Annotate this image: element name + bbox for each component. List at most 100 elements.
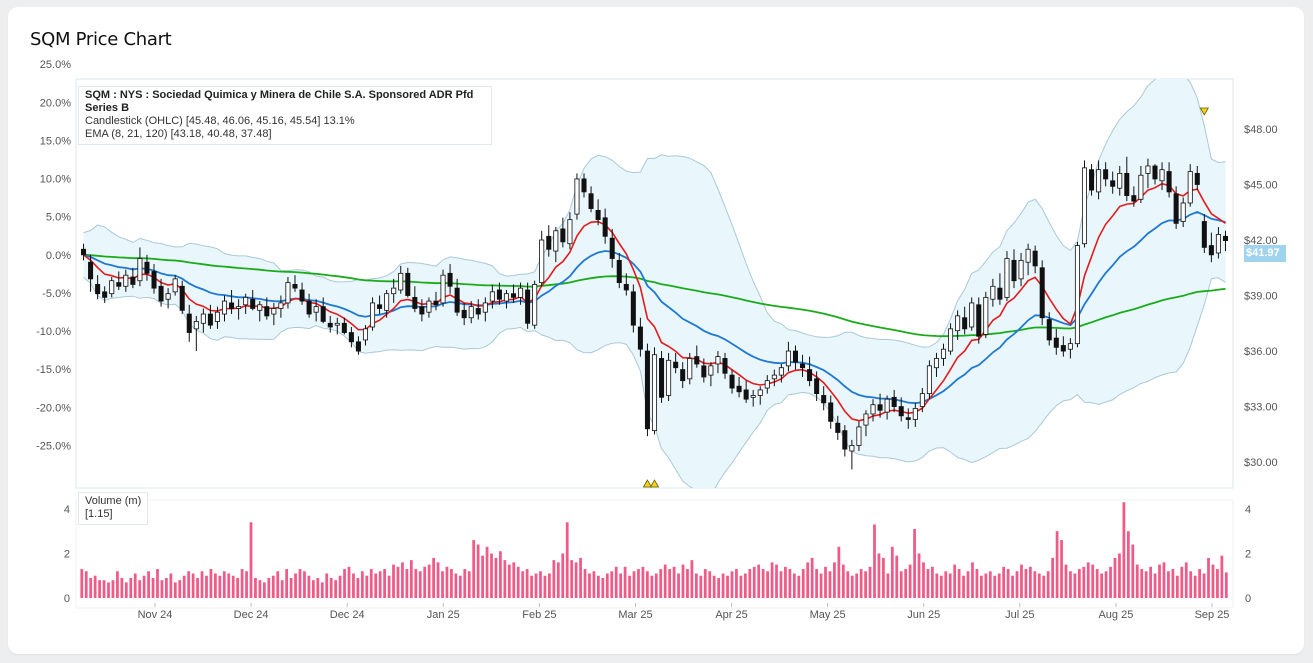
volume-bar xyxy=(913,528,916,598)
volume-bar xyxy=(614,566,618,598)
candle xyxy=(581,173,587,198)
volume-bar xyxy=(352,573,355,598)
volume-bars-layer xyxy=(80,502,1228,598)
candle-body xyxy=(95,284,101,295)
price-panel-frame xyxy=(75,78,1234,489)
candle xyxy=(193,315,199,352)
price-plot-layer xyxy=(81,79,1228,488)
volume-bar xyxy=(178,580,182,598)
volume-bar xyxy=(1011,575,1014,598)
candle xyxy=(81,243,87,261)
candle xyxy=(736,376,742,398)
x-tick-label: Sep 25 xyxy=(1195,609,1230,621)
volume-bar xyxy=(775,564,778,598)
candle xyxy=(264,297,270,320)
volume-bar xyxy=(151,577,155,598)
candle xyxy=(933,352,939,377)
x-tick-label: Apr 25 xyxy=(715,609,747,621)
x-tick-label: Aug 25 xyxy=(1098,609,1133,621)
x-tick-label: Jan 25 xyxy=(427,609,460,621)
volume-tick-label-right: 0 xyxy=(1245,593,1251,605)
candle-body xyxy=(926,365,932,395)
candle-body xyxy=(602,217,608,237)
candle xyxy=(172,275,178,296)
volume-bar xyxy=(904,569,908,598)
price-tick-label: $48.00 xyxy=(1244,124,1278,136)
candle-body xyxy=(694,356,700,365)
candle-body xyxy=(454,287,460,313)
volume-bar xyxy=(694,573,698,598)
candle xyxy=(983,291,989,339)
candle-body xyxy=(1124,172,1130,196)
candle xyxy=(891,389,897,413)
candle xyxy=(1187,164,1193,207)
candle xyxy=(778,364,784,383)
candle-body xyxy=(757,389,763,396)
pct-tick-label: -10.0% xyxy=(36,326,71,338)
volume-bar xyxy=(436,562,440,598)
x-tick-label: Jun 25 xyxy=(907,609,940,621)
candle-body xyxy=(447,272,453,287)
candle xyxy=(1039,260,1045,326)
candle-body xyxy=(503,293,509,302)
candle xyxy=(666,352,672,402)
candle xyxy=(1194,165,1200,191)
candle-body xyxy=(623,284,629,291)
volume-bar xyxy=(1126,531,1130,598)
volume-bar xyxy=(218,575,222,598)
candle xyxy=(969,297,975,331)
volume-bar xyxy=(1064,564,1068,598)
volume-bar xyxy=(142,575,146,598)
volume-bar xyxy=(877,553,881,598)
volume-bar xyxy=(1140,569,1144,598)
candle xyxy=(574,173,580,220)
legend-ema: EMA (8, 21, 120) [43.18, 40.48, 37.48] xyxy=(85,128,272,140)
candle xyxy=(962,306,968,335)
volume-bar xyxy=(1135,564,1139,598)
volume-bar xyxy=(1193,575,1197,598)
candle-body xyxy=(962,317,968,330)
volume-bar xyxy=(463,569,467,598)
volume-bar xyxy=(668,569,672,598)
candle xyxy=(919,388,925,413)
candle-body xyxy=(348,332,354,343)
volume-bar xyxy=(1109,566,1112,598)
volume-bar xyxy=(409,560,413,598)
candle xyxy=(518,282,524,305)
volume-bar xyxy=(819,573,823,598)
volume-bar xyxy=(1055,531,1059,598)
candle-body xyxy=(546,235,552,250)
volume-bar xyxy=(1028,566,1032,598)
volume-bar xyxy=(721,573,725,598)
candle xyxy=(440,269,446,307)
candle xyxy=(278,295,284,318)
volume-bar xyxy=(1153,573,1157,598)
candle xyxy=(341,317,347,335)
volume-bar xyxy=(503,560,507,598)
candle xyxy=(1032,245,1038,274)
volume-bar xyxy=(1060,540,1063,598)
volume-bar xyxy=(570,560,574,598)
candle xyxy=(334,317,340,335)
volume-tick-label-left: 2 xyxy=(64,548,70,560)
volume-bar xyxy=(864,571,867,598)
volume-bar xyxy=(401,562,404,598)
volume-bar xyxy=(165,577,168,598)
candle-body xyxy=(1187,171,1193,204)
volume-bar xyxy=(663,564,667,598)
candle-body xyxy=(1194,172,1200,185)
volume-legend-title: Volume (m) xyxy=(85,495,142,507)
volume-bar xyxy=(93,575,97,598)
candle-body xyxy=(1096,169,1102,193)
candle-body xyxy=(835,422,841,433)
candle xyxy=(1096,160,1102,200)
candle xyxy=(722,352,728,379)
candle-body xyxy=(764,380,770,389)
candle-body xyxy=(137,258,143,282)
candle xyxy=(1018,252,1024,287)
candle-body xyxy=(778,367,784,376)
candle-body xyxy=(1222,235,1228,241)
volume-bar xyxy=(445,566,449,598)
candle-body xyxy=(940,348,947,359)
